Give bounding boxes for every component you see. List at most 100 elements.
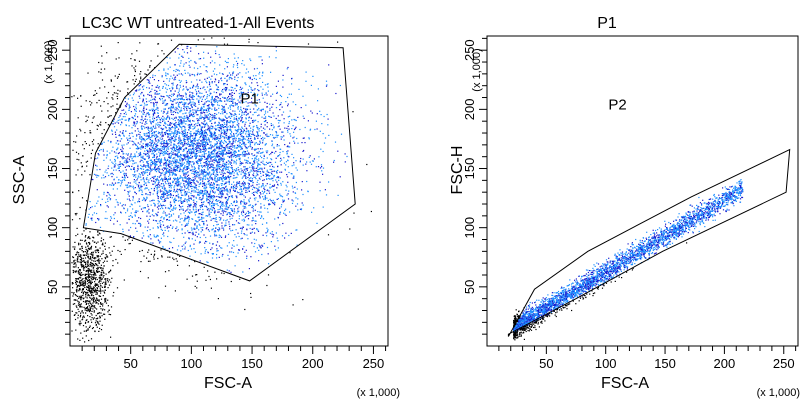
plot-1-event-dot — [244, 65, 245, 66]
plot-1-event-dot — [98, 143, 99, 144]
plot-1-event-dot — [194, 96, 195, 97]
plot-1-event-dot — [116, 177, 117, 178]
plot-1-event-dot — [75, 235, 76, 236]
plot-1-event-dot — [156, 108, 157, 109]
plot-1-event-dot — [96, 271, 97, 272]
plot-1-event-dot — [181, 73, 182, 74]
plot-1-event-dot — [124, 162, 125, 163]
plot-1-event-dot — [150, 137, 151, 138]
plot-1-event-dot — [260, 56, 261, 57]
plot-1-event-dot — [131, 65, 132, 66]
plot-1-event-dot — [140, 93, 141, 94]
plot-1-event-dot — [222, 92, 223, 93]
plot-1-event-dot — [90, 303, 91, 304]
plot-1-event-dot — [206, 215, 207, 216]
plot-1-event-dot — [220, 141, 221, 142]
plot-1-event-dot — [211, 76, 212, 77]
plot-1-event-dot — [229, 122, 230, 123]
plot-1-event-dot — [253, 192, 254, 193]
plot-1-event-dot — [337, 42, 338, 43]
plot-1-event-dot — [216, 257, 217, 258]
plot-1-event-dot — [257, 171, 258, 172]
plot-1-event-dot — [103, 295, 104, 296]
plot-1-event-dot — [162, 131, 163, 132]
plot-1-event-dot — [174, 108, 175, 109]
plot-1-event-dot — [151, 96, 152, 97]
plot-1-event-dot — [188, 212, 189, 213]
plot-1-event-dot — [243, 181, 244, 182]
plot-1-event-dot — [160, 172, 161, 173]
plot-1-event-dot — [173, 213, 174, 214]
plot-1-title: LC3C WT untreated-1-All Events — [82, 15, 315, 32]
plot-1-event-dot — [89, 269, 90, 270]
plot-1-event-dot — [189, 217, 190, 218]
plot-1-event-dot — [230, 208, 231, 209]
plot-1-event-dot — [139, 251, 140, 252]
plot-1-event-dot — [190, 102, 191, 103]
plot-1-event-dot — [178, 92, 179, 93]
plot-1-event-dot — [211, 154, 212, 155]
plot-1-event-dot — [293, 132, 294, 133]
plot-1-event-dot — [148, 112, 149, 113]
plot-1-event-dot — [181, 169, 182, 170]
plot-1-event-dot — [175, 165, 176, 166]
plot-1-event-dot — [254, 158, 255, 159]
plot-1-event-dot — [139, 42, 140, 43]
plot-1-event-dot — [245, 177, 246, 178]
plot-1-event-dot — [270, 233, 271, 234]
plot-1-event-dot — [76, 152, 77, 153]
plot-1-event-dot — [254, 198, 255, 199]
plot-1-event-dot — [136, 145, 137, 146]
plot-1-event-dot — [76, 307, 77, 308]
plot-1-event-dot — [74, 315, 75, 316]
plot-1-event-dot — [179, 80, 180, 81]
plot-1-event-dot — [172, 78, 173, 79]
plot-1-event-dot — [232, 127, 233, 128]
plot-1-event-dot — [211, 101, 212, 102]
plot-1-event-dot — [252, 178, 253, 179]
plot-1-event-dot — [252, 193, 253, 194]
plot-1-event-dot — [165, 183, 166, 184]
plot-1-event-dot — [90, 288, 91, 289]
plot-1-event-dot — [196, 98, 197, 99]
plot-1-event-dot — [227, 128, 228, 129]
plot-1-event-dot — [102, 309, 103, 310]
plot-1-event-dot — [222, 89, 223, 90]
plot-1-event-dot — [225, 235, 226, 236]
plot-1-event-dot — [251, 140, 252, 141]
plot-1-event-dot — [138, 131, 139, 132]
plot-1-event-dot — [224, 163, 225, 164]
plot-1-event-dot — [316, 121, 317, 122]
plot-1-event-dot — [234, 146, 235, 147]
plot-1-x-tick-label: 150 — [241, 356, 263, 371]
plot-1-event-dot — [241, 233, 242, 234]
plot-1-event-dot — [262, 142, 263, 143]
plot-1-event-dot — [220, 169, 221, 170]
plot-1-event-dot — [242, 88, 243, 89]
plot-1-event-dot — [253, 108, 254, 109]
plot-1-event-dot — [200, 199, 201, 200]
plot-1-event-dot — [214, 128, 215, 129]
plot-1-event-dot — [293, 164, 294, 165]
plot-1-event-dot — [264, 205, 265, 206]
plot-1-event-dot — [91, 153, 92, 154]
plot-1-event-dot — [245, 122, 246, 123]
plot-1-event-dot — [222, 154, 223, 155]
plot-1-event-dot — [190, 232, 191, 233]
plot-1-event-dot — [155, 220, 156, 221]
plot-1-event-dot — [246, 69, 247, 70]
plot-1-event-dot — [86, 249, 87, 250]
plot-1-event-dot — [194, 166, 195, 167]
plot-1-event-dot — [97, 125, 98, 126]
plot-1-event-dot — [239, 279, 240, 280]
plot-1-event-dot — [185, 225, 186, 226]
plot-1-event-dot — [177, 180, 178, 181]
plot-1-event-dot — [252, 79, 253, 80]
plot-1-event-dot — [130, 182, 131, 183]
plot-1-event-dot — [132, 161, 133, 162]
plot-1-event-dot — [173, 134, 174, 135]
plot-1-event-dot — [172, 147, 173, 148]
plot-1-event-dot — [128, 187, 129, 188]
plot-1-event-dot — [250, 180, 251, 181]
plot-1-event-dot — [145, 148, 146, 149]
